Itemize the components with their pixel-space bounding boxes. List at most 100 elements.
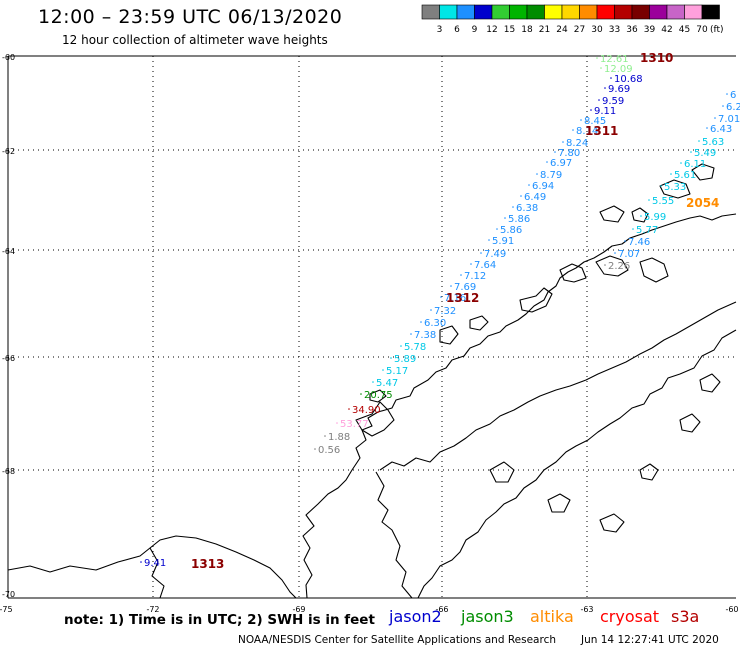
track-dot bbox=[528, 184, 530, 186]
antarctic-peninsula-west-coast bbox=[302, 213, 737, 599]
track-dot bbox=[372, 381, 374, 383]
wave-height-label: 7.01 bbox=[718, 114, 740, 125]
wave-height-label: 0.56 bbox=[318, 445, 340, 456]
wave-height-label: 5.78 bbox=[404, 342, 426, 353]
track-dot bbox=[410, 333, 412, 335]
track-dot bbox=[512, 206, 514, 208]
wave-height-label: 8.45 bbox=[584, 116, 606, 127]
longitude-label: -75 bbox=[0, 605, 13, 614]
color-scale-bar: 3 6 9 12 15 18 21 24 27 30 33 36 39 42 45 70 (ft) bbox=[421, 4, 724, 35]
island-7 bbox=[369, 389, 387, 403]
island-10 bbox=[599, 513, 625, 533]
track-dot bbox=[440, 296, 442, 298]
latitude-label: -64 bbox=[2, 247, 15, 256]
wave-height-label: 5.99 bbox=[644, 212, 666, 223]
peninsula-east-coast bbox=[417, 329, 737, 599]
pass-number-label: 1311 bbox=[585, 124, 618, 138]
track-dot bbox=[596, 57, 598, 59]
wave-height-label: 7.07 bbox=[618, 249, 640, 260]
island-2 bbox=[631, 207, 649, 223]
latitude-label: -68 bbox=[2, 467, 15, 476]
wave-height-label: 7.69 bbox=[454, 282, 476, 293]
track-dot bbox=[324, 435, 326, 437]
track-dot bbox=[698, 140, 700, 142]
track-dot bbox=[660, 185, 662, 187]
track-dot bbox=[140, 561, 142, 563]
wave-height-label: 5.49 bbox=[694, 148, 716, 159]
satellite-legend-cryosat: cryosat bbox=[600, 607, 660, 626]
wave-height-label: 6.38 bbox=[516, 203, 538, 214]
track-dot bbox=[536, 173, 538, 175]
wave-height-label: 12.61 bbox=[600, 54, 629, 65]
satellite-legend-altika: altika bbox=[530, 607, 574, 626]
longitude-label: -66 bbox=[435, 605, 448, 614]
track-dot bbox=[546, 161, 548, 163]
colorbar-tick-label: 12 bbox=[486, 25, 497, 35]
pass-number-label: 1312 bbox=[446, 291, 479, 305]
track-dot bbox=[640, 215, 642, 217]
wave-height-label: 5.61 bbox=[674, 170, 696, 181]
track-dot bbox=[706, 127, 708, 129]
track-dot bbox=[562, 141, 564, 143]
track-dot bbox=[470, 263, 472, 265]
track-dot bbox=[390, 357, 392, 359]
wave-height-label: 5.33 bbox=[664, 182, 686, 193]
longitude-label: -72 bbox=[146, 605, 159, 614]
wave-height-label: 5.47 bbox=[376, 378, 398, 389]
wave-height-label: 6.30 bbox=[424, 318, 446, 329]
colorbar-unit: (ft) bbox=[710, 25, 724, 35]
track-dot bbox=[430, 309, 432, 311]
wave-height-label: 2.26 bbox=[608, 261, 630, 272]
island-6 bbox=[469, 315, 489, 331]
wave-height-label: 8.79 bbox=[540, 170, 562, 181]
wave-height-label: 5.86 bbox=[500, 225, 522, 236]
colorbar-tick-label: 27 bbox=[574, 25, 585, 35]
wave-height-label: 7.49 bbox=[484, 249, 506, 260]
wave-height-label: 7.32 bbox=[434, 306, 456, 317]
pass-number-label: 1310 bbox=[640, 51, 673, 65]
footer-note: note: 1) Time is in UTC; 2) SWH is in fe… bbox=[64, 612, 375, 628]
colorbar-tick-label: 30 bbox=[591, 25, 603, 35]
wave-height-label: 5.77 bbox=[636, 225, 658, 236]
track-dot bbox=[632, 228, 634, 230]
colorbar-tick-label: 33 bbox=[609, 25, 620, 35]
colorbar-tick-label: 36 bbox=[626, 25, 638, 35]
colorbar-tick-label: 42 bbox=[661, 25, 672, 35]
latitude-label: -66 bbox=[2, 354, 15, 363]
footer-credit: NOAA/NESDIS Center for Satellite Applica… bbox=[238, 634, 556, 646]
wave-height-label: 6.11 bbox=[684, 159, 706, 170]
latitude-label: -60 bbox=[2, 53, 15, 62]
wave-height-label: 53.77 bbox=[340, 419, 369, 430]
map-title: 12:00 – 23:59 UTC 06/13/2020 bbox=[38, 6, 343, 28]
map-subtitle: 12 hour collection of altimeter wave hei… bbox=[62, 33, 328, 47]
coastline bbox=[7, 163, 737, 599]
measurements: 12.6112.0910.689.699.599.118.458.148.247… bbox=[144, 54, 740, 569]
track-dot bbox=[400, 345, 402, 347]
pass-number-label: 2054 bbox=[686, 196, 719, 210]
colorbar-tick-label: 6 bbox=[454, 25, 460, 35]
colorbar-tick-label: 21 bbox=[539, 25, 550, 35]
wave-height-label: 9.11 bbox=[594, 106, 616, 117]
coastline-inlet-2 bbox=[519, 287, 553, 313]
track-dot bbox=[382, 369, 384, 371]
track-dot bbox=[450, 285, 452, 287]
track-dot bbox=[336, 422, 338, 424]
island-1 bbox=[599, 205, 625, 223]
colorbar-tick-label: 70 bbox=[696, 25, 708, 35]
wave-height-label: 7.38 bbox=[414, 330, 436, 341]
track-dot bbox=[722, 105, 724, 107]
wave-height-label: 7.46 bbox=[628, 237, 650, 248]
coastline-inlet-5 bbox=[639, 257, 669, 283]
island-13 bbox=[699, 373, 721, 393]
wave-height-label: 1.88 bbox=[328, 432, 350, 443]
track-dot bbox=[572, 129, 574, 131]
wave-height-label: 8.14 bbox=[576, 126, 598, 137]
wave-height-label: 5.63 bbox=[702, 137, 724, 148]
wave-height-label: 5.17 bbox=[386, 366, 408, 377]
track-dot bbox=[690, 151, 692, 153]
track-dot bbox=[714, 117, 716, 119]
wave-height-label: 12.09 bbox=[604, 64, 633, 75]
island-12 bbox=[679, 413, 701, 433]
wave-height-label: 5.55 bbox=[652, 196, 674, 207]
